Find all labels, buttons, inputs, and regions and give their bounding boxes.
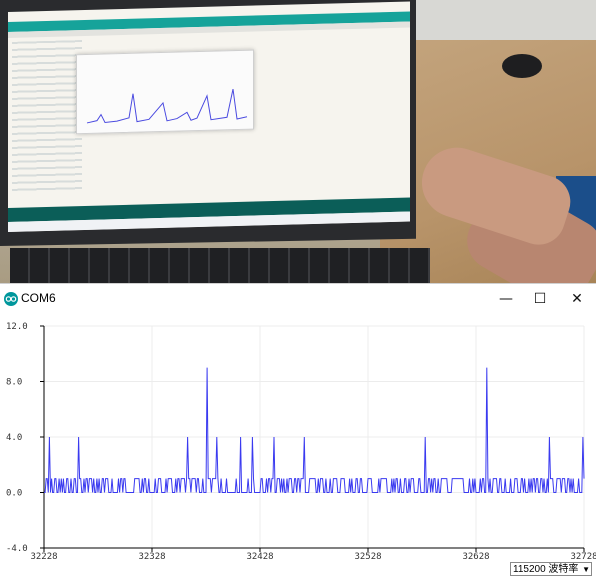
x-tick-label: 32728: [570, 552, 596, 562]
chevron-down-icon: ▼: [582, 563, 590, 577]
laptop-screen: [8, 1, 410, 232]
y-tick-label: -4.0: [6, 544, 28, 554]
axes: [40, 326, 584, 552]
ide-code-lines: [12, 40, 82, 192]
screen-plot-trace: [77, 51, 253, 134]
serial-plot-chart: 12.08.04.00.0-4.0 32228 32328 32428 32528 32…: [0, 314, 596, 576]
computer-mouse: [502, 54, 542, 78]
serial-plotter-window: COM6 — ☐ ✕ 12.0 8.0 4.0 0.0 -4.0 32228 32328 3…: [0, 283, 596, 578]
arduino-logo-icon: [4, 292, 18, 306]
x-tick-label: 32628: [462, 552, 489, 562]
x-tick-label: 32528: [354, 552, 381, 562]
close-button[interactable]: ✕: [565, 288, 589, 310]
window-title: COM6: [21, 291, 56, 305]
title-bar[interactable]: COM6 — ☐ ✕: [0, 284, 596, 314]
y-tick-label: 0.0: [6, 489, 22, 499]
y-tick-label: 12.0: [6, 322, 28, 332]
screen-plotter-window: [76, 50, 254, 135]
y-tick-label: 4.0: [6, 433, 22, 443]
photo-background: [0, 0, 596, 283]
minimize-button[interactable]: —: [494, 288, 518, 310]
x-tick-label: 32328: [138, 552, 165, 562]
x-tick-labels: 32228 32328 32428 32528 32628 32728: [30, 552, 596, 562]
series-line: [44, 368, 584, 493]
baud-rate-value: 115200 波特率: [513, 564, 578, 575]
grid: [44, 326, 584, 548]
maximize-button[interactable]: ☐: [528, 288, 552, 310]
laptop-keyboard: [10, 248, 430, 283]
y-tick-labels: 12.0 8.0 4.0 0.0 -4.0: [6, 322, 28, 554]
baud-rate-select[interactable]: 115200 波特率 ▼: [510, 562, 592, 576]
x-tick-label: 32228: [30, 552, 57, 562]
y-tick-label: 8.0: [6, 378, 22, 388]
x-tick-label: 32428: [246, 552, 273, 562]
